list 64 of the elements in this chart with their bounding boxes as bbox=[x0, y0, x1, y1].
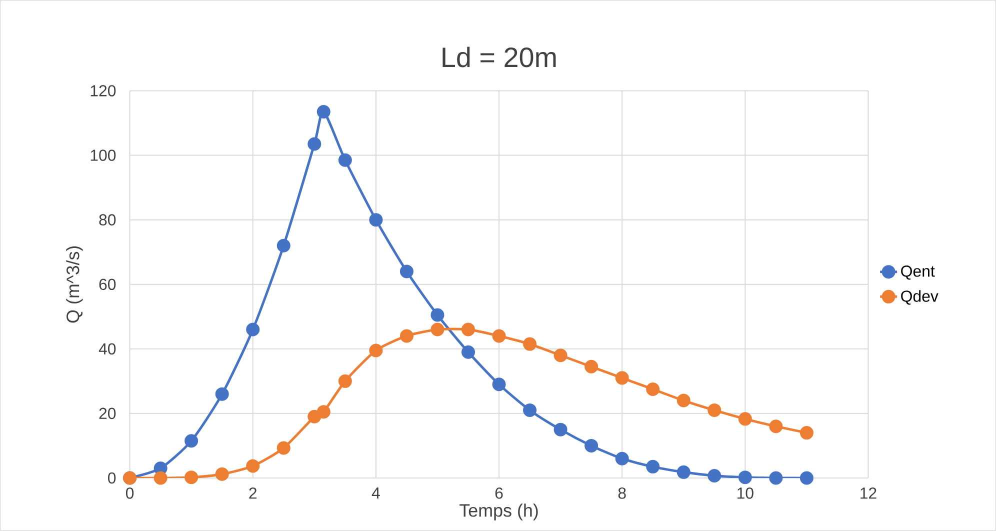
x-tick-label: 10 bbox=[738, 488, 754, 499]
y-tick-label: 60 bbox=[99, 278, 116, 290]
y-tick-label: 100 bbox=[90, 150, 116, 162]
point bbox=[769, 471, 783, 485]
x-tick-label: 4 bbox=[372, 488, 380, 499]
point bbox=[738, 412, 752, 426]
point bbox=[584, 360, 598, 374]
point bbox=[369, 344, 383, 358]
point bbox=[338, 154, 352, 168]
point bbox=[646, 460, 660, 474]
point bbox=[184, 434, 198, 448]
y-tick-label: 80 bbox=[99, 214, 116, 226]
x-tick-label: 12 bbox=[860, 488, 876, 499]
point bbox=[676, 466, 690, 480]
x-axis-title: Temps (h) bbox=[460, 504, 538, 520]
y-tick-label: 0 bbox=[108, 472, 116, 484]
point bbox=[369, 213, 383, 227]
x-tick-label: 2 bbox=[249, 488, 256, 499]
y-tick-label: 40 bbox=[98, 343, 116, 355]
point bbox=[738, 470, 752, 484]
point bbox=[492, 329, 506, 343]
point bbox=[615, 452, 629, 466]
point bbox=[184, 470, 198, 484]
point bbox=[492, 378, 506, 392]
point bbox=[523, 404, 537, 418]
x-tick-label: 6 bbox=[495, 488, 503, 499]
point bbox=[276, 441, 290, 455]
point bbox=[215, 467, 229, 481]
point bbox=[708, 469, 722, 483]
point bbox=[400, 264, 414, 278]
point bbox=[800, 426, 814, 440]
point bbox=[554, 348, 568, 362]
point bbox=[615, 371, 629, 385]
point bbox=[430, 308, 444, 322]
point bbox=[800, 471, 814, 485]
point bbox=[400, 329, 414, 343]
point bbox=[338, 374, 352, 388]
point bbox=[308, 137, 322, 151]
point bbox=[276, 239, 290, 253]
y-axis-title: Q (m^3/s) bbox=[66, 246, 83, 323]
chart-title: Ld = 20m bbox=[442, 46, 556, 68]
point bbox=[308, 410, 322, 424]
point bbox=[769, 420, 783, 434]
point bbox=[461, 322, 475, 336]
y-tick-label: 20 bbox=[99, 408, 116, 420]
point bbox=[430, 322, 444, 336]
legend-label: Qdev bbox=[901, 290, 938, 305]
legend-label: Qent bbox=[901, 266, 935, 280]
point bbox=[676, 394, 690, 408]
x-tick-label: 0 bbox=[126, 488, 134, 499]
point bbox=[708, 404, 722, 418]
point bbox=[316, 105, 330, 119]
y-tick-label: 120 bbox=[90, 85, 116, 97]
point bbox=[523, 337, 537, 351]
point bbox=[461, 346, 475, 360]
point bbox=[154, 471, 168, 485]
point bbox=[646, 382, 660, 396]
point bbox=[215, 387, 229, 401]
point bbox=[316, 405, 330, 419]
point bbox=[554, 422, 568, 436]
point bbox=[584, 439, 598, 453]
point bbox=[246, 322, 260, 336]
point bbox=[246, 459, 260, 473]
x-tick-label: 8 bbox=[618, 488, 626, 499]
